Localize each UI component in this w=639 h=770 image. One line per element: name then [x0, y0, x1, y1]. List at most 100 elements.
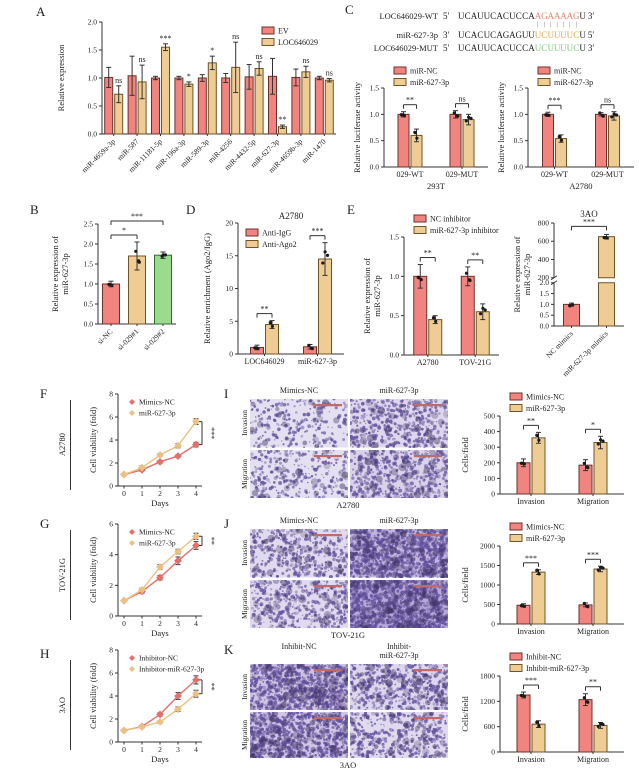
chart-svg: 0 2 4 6 0 1 2 3 4 Days Mimics-NC miR-627-3p ** Cell v… [88, 520, 216, 639]
svg-text:0.5: 0.5 [540, 311, 550, 320]
micrograph-column-header: Inhibit-NC [281, 642, 317, 651]
chart-svg: 0.0 0.5 1.0 1.5 ** ** A2780 TOV-21G NC inhibitor… [362, 214, 499, 367]
svg-text:***: *** [160, 34, 172, 43]
svg-text:1: 1 [140, 745, 144, 754]
micrograph-image [250, 712, 348, 758]
svg-text:Days: Days [151, 628, 168, 638]
svg-text:0: 0 [109, 738, 113, 747]
svg-text:ns: ns [604, 96, 611, 105]
svg-text:0.5: 0.5 [84, 300, 94, 309]
svg-text:0: 0 [122, 745, 126, 754]
svg-text:Anti-IgG: Anti-IgG [262, 229, 292, 238]
svg-text:Relative enrichment (Ago2/IgG): Relative enrichment (Ago2/IgG) [202, 233, 212, 344]
svg-text:3: 3 [176, 745, 180, 754]
svg-text:Mimics-NC: Mimics-NC [139, 528, 175, 537]
panel-J-bar-chart: 0 500 1000 1500 2000 *** *** Invasion Migration M… [460, 518, 630, 638]
svg-text:TOV-21G: TOV-21G [459, 358, 491, 367]
svg-text:Migration: Migration [577, 497, 609, 506]
svg-text:miR-NC: miR-NC [554, 67, 582, 76]
cell-line-text-F: A2780 [57, 433, 67, 457]
panel-letter-B: B [30, 202, 39, 217]
svg-text:Days: Days [151, 754, 168, 764]
chart-svg: 0 2 4 6 8 0 1 2 3 4 Days Inhibitor-NC Inhibitor-miR-… [88, 646, 216, 765]
svg-text:Relative expression of: Relative expression of [512, 236, 522, 312]
panel-letter-K: K [224, 642, 234, 657]
micrograph-image [250, 579, 348, 628]
panel-A-bar-chart: 0.0 0.5 1.0 1.5 2.0 ns ns *** * * ns ns ** ns ns miR-46… [56, 14, 342, 192]
svg-text:**: ** [406, 96, 414, 105]
svg-text:0.0: 0.0 [84, 320, 94, 329]
cell-line-label-F: A2780 [54, 400, 71, 490]
svg-text:miR-NC: miR-NC [410, 67, 438, 76]
micrograph-svg [350, 712, 448, 758]
svg-text:Cell viability (fold): Cell viability (fold) [88, 537, 98, 603]
micrograph-svg [250, 712, 348, 758]
panel-G-growth-curve: 0 2 4 6 0 1 2 3 4 Days Mimics-NC miR-627-3p ** Cell v… [88, 518, 220, 642]
svg-text:4: 4 [194, 745, 198, 754]
svg-text:Invasion: Invasion [517, 497, 545, 506]
svg-text:*: * [591, 420, 595, 429]
svg-text:Relative expression: Relative expression [56, 44, 66, 112]
svg-text:0.5: 0.5 [88, 102, 98, 111]
svg-text:**: ** [527, 416, 535, 425]
micrograph-column-header: miR-627-3p [379, 516, 419, 525]
svg-text:A2780: A2780 [279, 211, 304, 221]
svg-text:**: ** [424, 249, 432, 258]
svg-text:500: 500 [484, 412, 496, 421]
panel-J-micrographs: Mimics-NC miR-627-3p Invasion Migration TOV-… [238, 516, 448, 640]
micrograph-cell-line-label: 3AO [339, 760, 357, 770]
cell-line-text-G: TOV-21G [57, 557, 67, 592]
svg-text:0: 0 [491, 490, 495, 499]
svg-text:1.5: 1.5 [88, 46, 98, 55]
svg-text:A2780: A2780 [417, 358, 439, 367]
micrograph-column-header: miR-627-3p [379, 386, 419, 395]
micrograph-image [250, 399, 348, 448]
svg-text:si-029#2: si-029#2 [141, 327, 166, 352]
svg-text:0.0: 0.0 [540, 322, 550, 331]
svg-text:ns: ns [232, 32, 239, 41]
svg-text:2: 2 [109, 459, 113, 468]
micrograph-row-label: Migration [239, 458, 249, 489]
svg-text:**: ** [261, 305, 269, 314]
svg-text:0.0: 0.0 [88, 130, 98, 139]
svg-text:miR-627-3p: miR-627-3p [139, 409, 176, 418]
svg-text:ns: ns [256, 52, 263, 61]
panel-letter-H: H [40, 646, 50, 661]
panel-letter-G: G [40, 516, 50, 531]
micrograph-column-header: Mimics-NC [279, 386, 319, 395]
svg-text:0: 0 [109, 612, 113, 621]
panel-B-bar-chart: 0.0 0.5 1.0 1.5 2.0 2.5 * *** si-NC si-029#1 si-02… [50, 212, 188, 370]
cell-line-text-H: 3AO [57, 696, 67, 714]
svg-text:EV: EV [278, 27, 289, 36]
micrograph-row-label: Invasion [239, 540, 249, 567]
chart-svg: 0.0 0.5 1.0 1.5 *** ns 029-WT 029-MUT A2780 miR-N… [496, 66, 634, 191]
svg-text:8: 8 [109, 646, 113, 655]
svg-text:1.0: 1.0 [88, 74, 98, 83]
svg-text:1.0: 1.0 [84, 280, 94, 289]
svg-text:miR-627-3p: miR-627-3p [526, 404, 565, 413]
svg-text:029-MUT: 029-MUT [446, 170, 479, 179]
svg-text:2: 2 [158, 745, 162, 754]
micrograph-column-header: Mimics-NC [279, 516, 319, 525]
svg-text:*: * [210, 46, 214, 55]
micrograph-svg [250, 529, 348, 578]
micrograph-row-label: Invasion [239, 410, 249, 437]
micrograph-svg [350, 664, 448, 710]
svg-text:miR-627-3p: miR-627-3p [522, 254, 532, 296]
svg-text:4: 4 [194, 619, 198, 628]
svg-text:miR-627-3p: miR-627-3p [139, 539, 176, 548]
svg-text:400: 400 [484, 427, 496, 436]
svg-text:ns: ns [326, 69, 333, 78]
svg-text:ns: ns [139, 55, 146, 64]
svg-text:***: *** [549, 96, 561, 105]
svg-text:1.0: 1.0 [370, 110, 380, 119]
svg-text:0.0: 0.0 [370, 163, 380, 172]
svg-text:5: 5 [229, 317, 233, 326]
micrograph-row-label: Invasion [239, 674, 249, 700]
svg-text:0: 0 [109, 482, 113, 491]
svg-text:8: 8 [109, 390, 113, 399]
